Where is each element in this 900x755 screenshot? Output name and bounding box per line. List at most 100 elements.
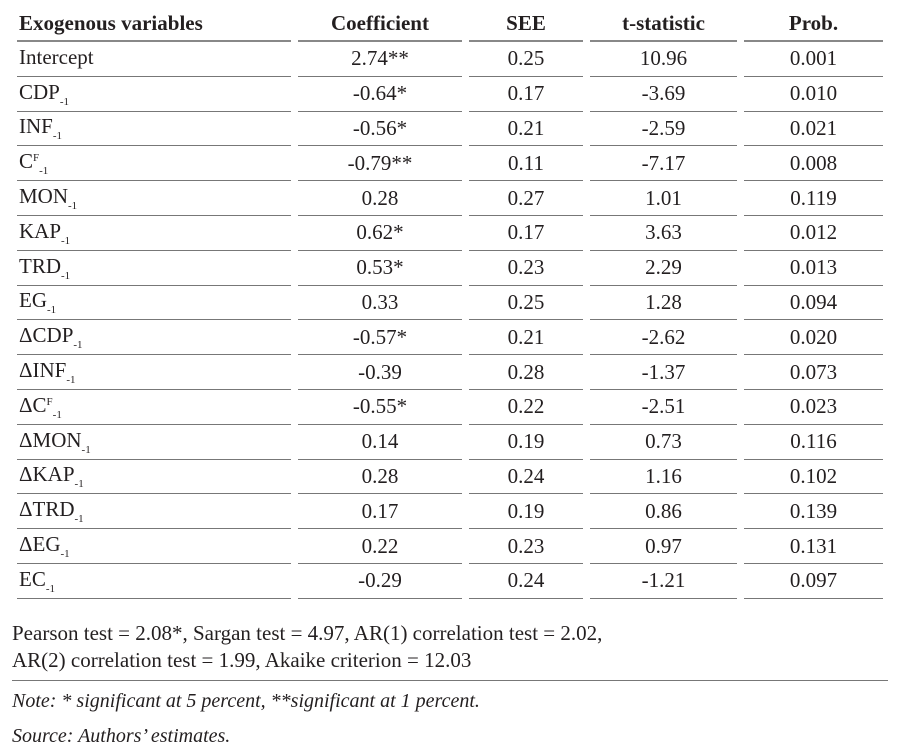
prob-cell: 0.008 [744, 146, 883, 182]
coefficient-cell: -0.29 [298, 564, 462, 599]
variable-cell: INF-1 [17, 112, 291, 147]
variable-cell: KAP-1 [17, 216, 291, 251]
variable-lag: -1 [66, 374, 76, 387]
variable-lag: -1 [74, 513, 84, 526]
table-row: Intercept 2.74** 0.25 10.96 0.001 [17, 42, 883, 77]
variable-lag: -1 [59, 95, 70, 108]
coefficient-cell: 0.14 [298, 425, 462, 460]
header-see: SEE [469, 6, 583, 42]
variable-cell: ΔEG-1 [17, 529, 291, 564]
header-coefficient: Coefficient [298, 6, 462, 42]
prob-cell: 0.102 [744, 460, 883, 495]
variable-name: INF [19, 114, 53, 139]
variable-name: TRD [32, 497, 75, 522]
coefficient-cell: 0.53* [298, 251, 462, 286]
see-cell: 0.23 [469, 251, 583, 286]
coefficient-cell: -0.57* [298, 320, 462, 356]
variable-lag: -1 [81, 443, 91, 456]
variable-lag: -1 [52, 130, 63, 143]
variable-name: INF [32, 358, 67, 383]
variable-lag: -1 [39, 165, 49, 178]
prob-cell: 0.097 [744, 564, 883, 599]
variable-lag: -1 [68, 200, 78, 213]
variable-name: MON [32, 427, 82, 452]
regression-table: Exogenous variables Coefficient SEE t-st… [10, 6, 890, 599]
t-statistic-cell: 10.96 [590, 42, 737, 77]
coefficient-cell: 2.74** [298, 42, 462, 77]
variable-lag: -1 [61, 269, 71, 282]
see-cell: 0.17 [469, 216, 583, 251]
tests-line-2: AR(2) correlation test = 1.99, Akaike cr… [12, 648, 472, 672]
variable-name: C [32, 392, 47, 417]
see-cell: 0.22 [469, 390, 583, 425]
prob-cell: 0.010 [744, 77, 883, 112]
t-statistic-cell: 1.16 [590, 460, 737, 495]
variable-cell: ΔINF-1 [17, 355, 291, 390]
t-statistic-cell: 0.73 [590, 425, 737, 460]
see-cell: 0.21 [469, 112, 583, 147]
see-cell: 0.23 [469, 529, 583, 564]
delta-prefix: Δ [19, 497, 33, 522]
variable-name: EC [19, 566, 46, 591]
diagnostic-tests: Pearson test = 2.08*, Sargan test = 4.97… [12, 620, 888, 681]
table-row: INF-1 -0.56* 0.21 -2.59 0.021 [17, 112, 883, 147]
coefficient-cell: -0.39 [298, 355, 462, 390]
see-cell: 0.21 [469, 320, 583, 356]
variable-cell: EG-1 [17, 286, 291, 321]
variable-cell: ΔTRD-1 [17, 494, 291, 530]
see-cell: 0.25 [469, 42, 583, 77]
variable-cell: ΔCDP-1 [17, 320, 291, 356]
table-row: ΔEG-1 0.22 0.23 0.97 0.131 [17, 529, 883, 564]
prob-cell: 0.001 [744, 42, 883, 77]
header-row: Exogenous variables Coefficient SEE t-st… [17, 6, 883, 42]
see-cell: 0.19 [469, 494, 583, 530]
prob-cell: 0.013 [744, 251, 883, 286]
prob-cell: 0.094 [744, 286, 883, 321]
variable-lag: -1 [47, 304, 57, 317]
delta-prefix: Δ [19, 358, 33, 383]
see-cell: 0.28 [469, 355, 583, 390]
variable-cell: ΔCF-1 [17, 390, 291, 425]
tests-line-1: Pearson test = 2.08*, Sargan test = 4.97… [12, 621, 603, 645]
see-cell: 0.25 [469, 286, 583, 321]
t-statistic-cell: 0.86 [590, 494, 737, 530]
delta-prefix: Δ [19, 323, 33, 348]
variable-lag: -1 [52, 408, 62, 421]
prob-cell: 0.021 [744, 112, 883, 147]
coefficient-cell: -0.55* [298, 390, 462, 425]
variable-name: KAP [32, 462, 75, 487]
variable-lag: -1 [74, 478, 84, 491]
header-variables: Exogenous variables [17, 6, 291, 42]
variable-name: C [19, 149, 34, 174]
t-statistic-cell: 3.63 [590, 216, 737, 251]
variable-lag: -1 [60, 548, 70, 561]
prob-cell: 0.023 [744, 390, 883, 425]
see-cell: 0.17 [469, 77, 583, 112]
variable-cell: TRD-1 [17, 251, 291, 286]
table-row: ΔTRD-1 0.17 0.19 0.86 0.139 [17, 494, 883, 530]
coefficient-cell: 0.28 [298, 181, 462, 216]
t-statistic-cell: 1.28 [590, 286, 737, 321]
see-cell: 0.19 [469, 425, 583, 460]
prob-cell: 0.020 [744, 320, 883, 356]
table-note: Note: * significant at 5 percent, **sign… [12, 690, 480, 712]
variable-cell: ΔMON-1 [17, 425, 291, 460]
see-cell: 0.24 [469, 564, 583, 599]
see-cell: 0.24 [469, 460, 583, 495]
variable-cell: ΔKAP-1 [17, 460, 291, 495]
variable-cell: Intercept [17, 42, 291, 77]
prob-cell: 0.131 [744, 529, 883, 564]
t-statistic-cell: -2.51 [590, 390, 737, 425]
header-prob: Prob. [744, 6, 883, 42]
coefficient-cell: 0.62* [298, 216, 462, 251]
delta-prefix: Δ [19, 462, 33, 487]
variable-name: TRD [19, 253, 61, 278]
see-cell: 0.11 [469, 146, 583, 182]
t-statistic-cell: -2.59 [590, 112, 737, 147]
table-row: MON-1 0.28 0.27 1.01 0.119 [17, 181, 883, 216]
table-row: CF-1 -0.79** 0.11 -7.17 0.008 [17, 146, 883, 182]
variable-name: CDP [19, 79, 60, 104]
variable-superscript: F [33, 152, 40, 165]
prob-cell: 0.119 [744, 181, 883, 216]
variable-lag: -1 [73, 339, 83, 352]
